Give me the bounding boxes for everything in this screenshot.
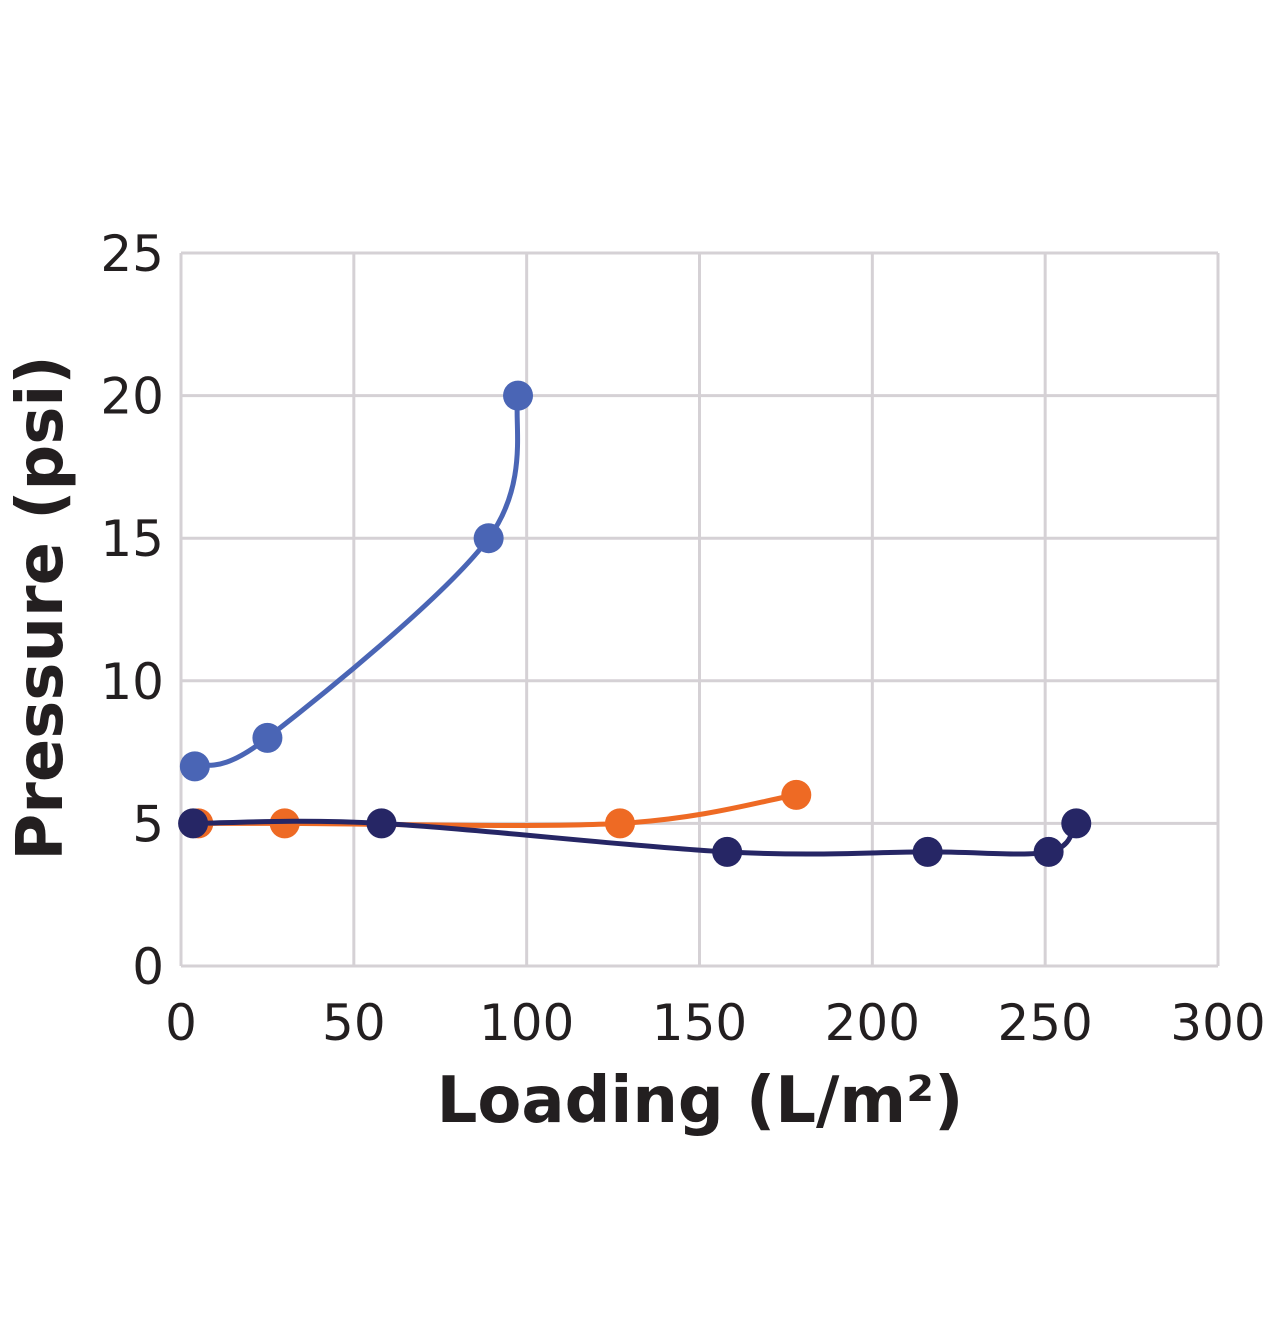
data-point (503, 380, 534, 411)
series-0 (179, 380, 534, 782)
series-group (178, 380, 1092, 867)
x-tick-label: 250 (997, 994, 1092, 1052)
data-point (912, 836, 943, 867)
y-tick-label: 0 (132, 938, 164, 996)
data-point (781, 779, 812, 810)
x-tick-label: 300 (1170, 994, 1265, 1052)
y-tick-label: 15 (100, 510, 164, 568)
data-point (179, 751, 210, 782)
grid (179, 251, 1220, 968)
series-1 (183, 779, 812, 839)
data-point (604, 808, 635, 839)
x-tick-label: 200 (825, 994, 920, 1052)
x-tick-label: 100 (479, 994, 574, 1052)
x-tick-label: 50 (322, 994, 386, 1052)
data-point (1061, 808, 1092, 839)
series-2 (178, 808, 1092, 867)
series-line (193, 395, 521, 769)
data-point (366, 808, 397, 839)
x-axis-title: Loading (L/m²) (437, 1064, 964, 1138)
data-point (712, 836, 743, 867)
data-point (473, 523, 504, 554)
y-tick-label: 10 (100, 653, 164, 711)
y-tick-label: 20 (100, 368, 164, 426)
data-point (178, 808, 209, 839)
y-tick-label: 5 (132, 795, 164, 853)
x-tick-label: 150 (652, 994, 747, 1052)
y-axis-title: Pressure (psi) (4, 355, 78, 860)
x-tick-labels: 0 50 100 150 200 250 300 (165, 994, 1266, 1052)
x-tick-label: 0 (165, 994, 197, 1052)
y-tick-labels: 0 5 10 15 20 25 (100, 225, 164, 996)
y-tick-label: 25 (100, 225, 164, 283)
data-point (252, 722, 283, 753)
data-point (1033, 836, 1064, 867)
